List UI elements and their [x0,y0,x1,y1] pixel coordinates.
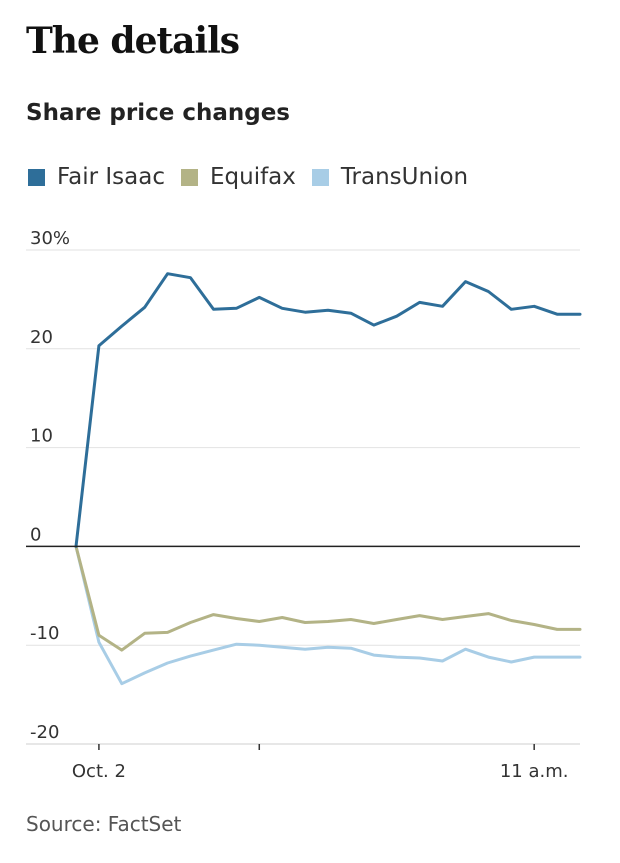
legend-item-fair-isaac: Fair Isaac [28,164,165,190]
chart-legend: Fair Isaac Equifax TransUnion [28,164,484,190]
y-tick-label-0: 30% [30,228,70,249]
y-tick-label-5: -20 [30,722,59,743]
chart-subtitle: Share price changes [26,100,290,126]
y-tick-label-3: 0 [30,524,41,545]
source-note: Source: FactSet [26,812,182,836]
legend-swatch-equifax [180,168,198,186]
legend-item-equifax: Equifax [180,164,296,190]
legend-label-equifax: Equifax [209,164,296,190]
legend-label-fair-isaac: Fair Isaac [57,164,165,190]
legend-label-transunion: TransUnion [340,164,469,190]
legend-swatch-fair-isaac [28,168,45,186]
y-tick-label-2: 10 [30,426,53,447]
series-line-fair-isaac [74,272,582,548]
x-tick-label-0: Oct. 2 [72,761,126,782]
page-title: The details [26,20,240,62]
y-tick-label-1: 20 [30,327,53,348]
series-line-transunion [74,544,582,686]
x-tick-label-2: 11 a.m. [500,761,569,782]
series-line-equifax [74,544,582,652]
legend-swatch-transunion [311,168,329,186]
y-tick-label-4: -10 [30,623,59,644]
legend-item-transunion: TransUnion [311,164,469,190]
